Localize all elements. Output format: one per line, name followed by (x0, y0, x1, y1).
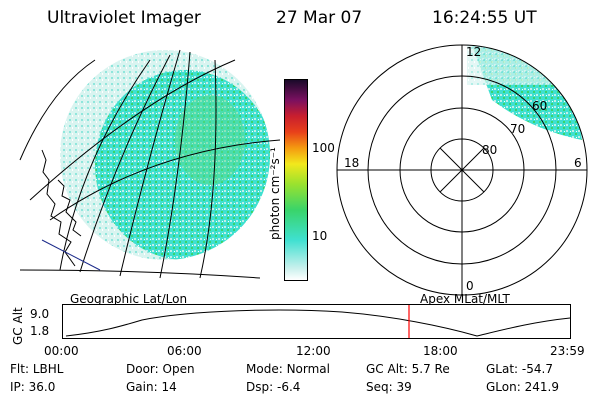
info-glat: GLat: -54.7 (486, 362, 553, 376)
left-panel-label: Geographic Lat/Lon (70, 292, 188, 306)
timeline-xtick-0000: 00:00 (44, 344, 79, 358)
mlt-label-0: 0 (466, 279, 474, 293)
colorbar (284, 79, 308, 281)
date-label: 27 Mar 07 (276, 8, 363, 28)
timeline-ylabel: GC Alt (11, 307, 25, 345)
lat-label-80: 80 (482, 143, 497, 157)
lat-label-60: 60 (532, 99, 547, 113)
timeline-xtick-0600: 06:00 (167, 344, 202, 358)
mlt-label-12: 12 (466, 45, 481, 59)
geographic-image (19, 49, 281, 279)
info-mode: Mode: Normal (246, 362, 330, 376)
right-panel-label: Apex MLat/MLT (420, 292, 510, 306)
info-flt: Flt: LBHL (10, 362, 64, 376)
info-gc-alt: GC Alt: 5.7 Re (366, 362, 450, 376)
timeline-xtick-1200: 12:00 (296, 344, 331, 358)
colorbar-tick-10: 10 (312, 229, 328, 243)
colorbar-tick-100: 100 (312, 141, 335, 155)
mlt-label-6: 6 (574, 156, 582, 170)
timeline-ytick-high: 9.0 (30, 307, 50, 321)
mlt-label-18: 18 (344, 156, 359, 170)
time-label: 16:24:55 UT (432, 8, 537, 28)
info-gain: Gain: 14 (126, 380, 177, 394)
info-ip: IP: 36.0 (10, 380, 56, 394)
polar-plot: 12 18 6 0 60 70 80 (336, 44, 588, 296)
info-seq: Seq: 39 (366, 380, 412, 394)
instrument-title: Ultraviolet Imager (47, 8, 201, 28)
timeline-ytick-low: 1.8 (30, 324, 50, 338)
lat-label-70: 70 (510, 122, 525, 136)
info-glon: GLon: 241.9 (486, 380, 559, 394)
altitude-timeline (62, 304, 571, 339)
info-dsp: Dsp: -6.4 (246, 380, 301, 394)
timeline-xtick-2359: 23:59 (550, 344, 585, 358)
timeline-xtick-1800: 18:00 (423, 344, 458, 358)
info-door: Door: Open (126, 362, 195, 376)
colorbar-unit-label: photon cm⁻²s⁻¹ (268, 147, 282, 240)
